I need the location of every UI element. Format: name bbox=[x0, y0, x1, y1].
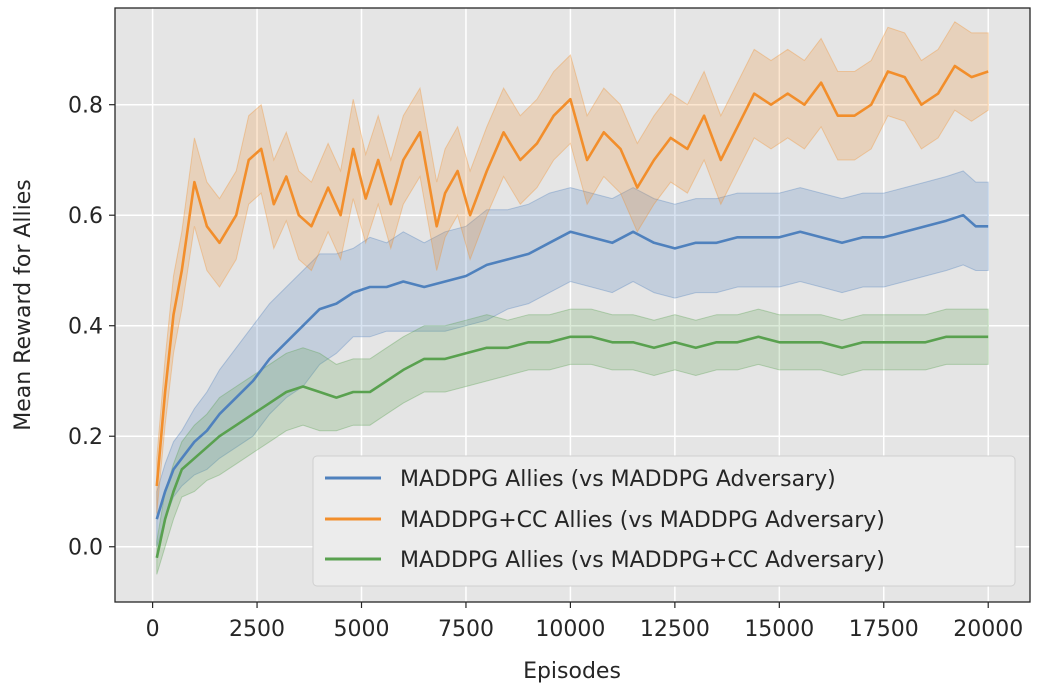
y-tick-label: 0.8 bbox=[68, 94, 103, 119]
confidence-band-series-2 bbox=[156, 308, 989, 575]
y-axis-ticks: 0.0 0.2 0.4 0.6 0.8 bbox=[68, 94, 115, 561]
series-line-1 bbox=[155, 64, 989, 487]
series-line-0 bbox=[155, 213, 989, 520]
x-tick-label: 17500 bbox=[849, 617, 919, 642]
series-lines bbox=[155, 64, 989, 559]
x-tick-label: 10000 bbox=[535, 617, 605, 642]
x-tick-label: 20000 bbox=[953, 617, 1023, 642]
y-tick-label: 0.4 bbox=[68, 315, 103, 340]
x-axis-ticks: 0 2500 5000 7500 10000 12500 15000 17500 20000 bbox=[146, 602, 1023, 642]
legend-label-maddpg-vs-maddpg: MADDPG Allies (vs MADDPG Adversary) bbox=[400, 467, 836, 492]
confidence-bands bbox=[156, 21, 989, 575]
legend-label-maddpg-vs-cc: MADDPG Allies (vs MADDPG+CC Adversary) bbox=[400, 548, 885, 573]
x-tick-label: 7500 bbox=[438, 617, 494, 642]
confidence-band-series-0 bbox=[156, 170, 989, 547]
y-tick-label: 0.6 bbox=[68, 204, 103, 229]
legend-box bbox=[312, 455, 1016, 587]
legend: MADDPG Allies (vs MADDPG Adversary) MADD… bbox=[312, 455, 1016, 587]
y-axis-label: Mean Reward for Allies bbox=[11, 179, 36, 431]
x-tick-label: 5000 bbox=[334, 617, 390, 642]
x-tick-label: 0 bbox=[146, 617, 160, 642]
x-axis-label: Episodes bbox=[523, 659, 621, 684]
legend-label-cc-vs-maddpg: MADDPG+CC Allies (vs MADDPG Adversary) bbox=[400, 508, 885, 533]
y-tick-label: 0.0 bbox=[68, 536, 103, 561]
plot-frame bbox=[114, 7, 1031, 603]
x-tick-label: 2500 bbox=[229, 617, 285, 642]
x-tick-label: 15000 bbox=[744, 617, 814, 642]
y-tick-label: 0.2 bbox=[68, 425, 103, 450]
x-tick-label: 12500 bbox=[640, 617, 710, 642]
series-line-2 bbox=[155, 335, 989, 559]
confidence-band-series-1 bbox=[156, 21, 989, 514]
